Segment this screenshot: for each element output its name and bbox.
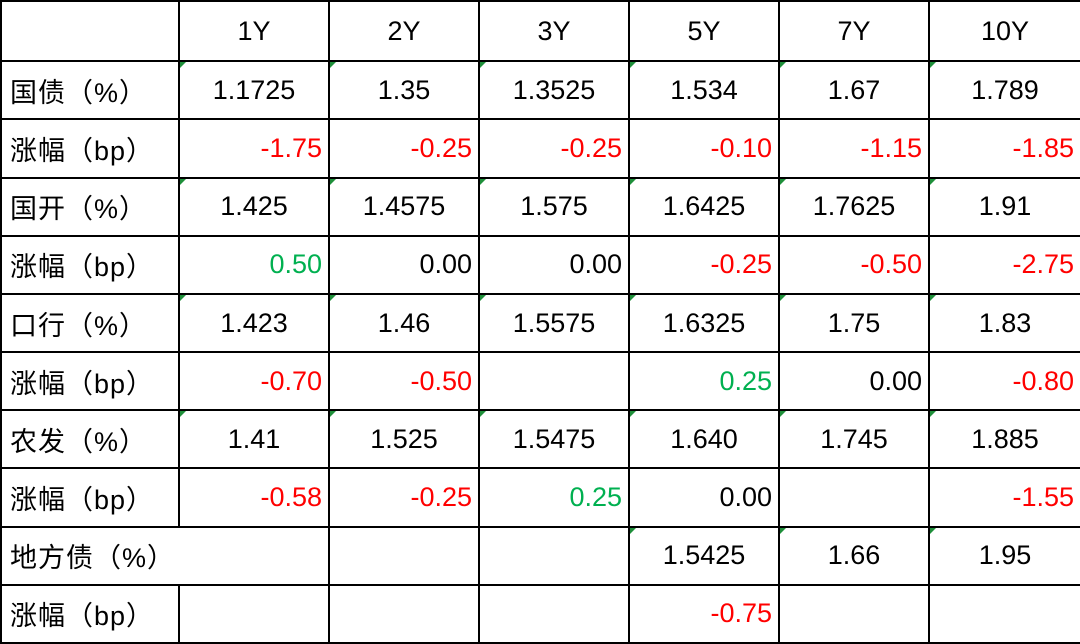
yield-cell: 1.5575	[478, 292, 630, 354]
empty-cell	[778, 467, 930, 528]
yield-cell: 1.35	[328, 60, 480, 121]
yield-cell: 1.525	[328, 409, 480, 470]
yield-cell: 1.425	[178, 176, 330, 237]
change-cell: 0.25	[628, 351, 780, 412]
row-label: 口行（%）	[0, 292, 180, 354]
column-header: 3Y	[478, 0, 630, 63]
empty-cell	[928, 583, 1080, 644]
change-cell: 0.00	[628, 467, 780, 528]
data-row: 农发（%） 1.41 1.525 1.5475 1.640 1.745 1.885	[0, 409, 1080, 470]
change-cell: -0.50	[778, 234, 930, 295]
corner-cell	[0, 0, 180, 63]
change-cell: -0.50	[328, 351, 480, 412]
row-label: 涨幅（bp）	[0, 583, 180, 644]
empty-cell	[179, 525, 330, 586]
change-cell: -0.80	[928, 351, 1080, 412]
change-cell: -1.55	[928, 467, 1080, 528]
yield-cell: 1.6425	[628, 176, 780, 237]
yield-cell: 1.1725	[178, 60, 330, 121]
yield-cell: 1.885	[928, 409, 1080, 470]
change-cell: -1.75	[178, 118, 330, 179]
change-cell: 0.00	[778, 351, 930, 412]
empty-cell	[178, 583, 330, 644]
data-row: 地方债（%） 1.5425 1.66 1.95	[0, 525, 1080, 586]
data-row: 涨幅（bp） -0.70 -0.50 0.25 0.00 -0.80	[0, 351, 1080, 412]
change-cell: -0.70	[178, 351, 330, 412]
row-label: 地方债（%）	[0, 525, 179, 586]
yield-cell: 1.46	[328, 292, 480, 354]
empty-cell	[478, 525, 630, 586]
column-header: 1Y	[178, 0, 330, 63]
change-cell: -0.25	[328, 467, 480, 528]
row-label: 涨幅（bp）	[0, 351, 180, 412]
yield-cell: 1.640	[628, 409, 780, 470]
change-cell: -0.75	[628, 583, 780, 644]
change-cell: -2.75	[928, 234, 1080, 295]
header-row: 1Y 2Y 3Y 5Y 7Y 10Y	[0, 0, 1080, 63]
yield-cell: 1.66	[778, 525, 930, 586]
empty-cell	[478, 583, 630, 644]
yield-cell: 1.41	[178, 409, 330, 470]
yield-cell: 1.83	[928, 292, 1080, 354]
yield-cell: 1.95	[928, 525, 1080, 586]
column-header: 7Y	[778, 0, 930, 63]
row-label: 农发（%）	[0, 409, 180, 470]
yield-cell: 1.5425	[628, 525, 780, 586]
yield-cell: 1.75	[778, 292, 930, 354]
yield-cell: 1.789	[928, 60, 1080, 121]
change-cell: -0.25	[628, 234, 780, 295]
yield-cell: 1.4575	[328, 176, 480, 237]
yield-cell: 1.3525	[478, 60, 630, 121]
empty-cell	[328, 583, 480, 644]
yield-cell: 1.745	[778, 409, 930, 470]
row-label: 国开（%）	[0, 176, 180, 237]
yield-cell: 1.7625	[778, 176, 930, 237]
change-cell: -0.25	[478, 118, 630, 179]
yield-cell: 1.67	[778, 60, 930, 121]
row-label: 涨幅（bp）	[0, 234, 180, 295]
empty-cell	[778, 583, 930, 644]
yield-cell: 1.423	[178, 292, 330, 354]
change-cell: 0.00	[328, 234, 480, 295]
data-row: 国债（%） 1.1725 1.35 1.3525 1.534 1.67 1.789	[0, 60, 1080, 121]
row-label: 国债（%）	[0, 60, 180, 121]
data-row: 涨幅（bp） -0.58 -0.25 0.25 0.00 -1.55	[0, 467, 1080, 528]
column-header: 5Y	[628, 0, 780, 63]
change-cell: -1.15	[778, 118, 930, 179]
yield-cell: 1.575	[478, 176, 630, 237]
data-row: 涨幅（bp） 0.50 0.00 0.00 -0.25 -0.50 -2.75	[0, 234, 1080, 295]
yield-cell: 1.5475	[478, 409, 630, 470]
data-row: 涨幅（bp） -0.75	[0, 583, 1080, 644]
yield-cell: 1.91	[928, 176, 1080, 237]
column-header: 10Y	[928, 0, 1080, 63]
change-cell: -0.10	[628, 118, 780, 179]
change-cell: 0.25	[478, 467, 630, 528]
empty-cell	[478, 351, 630, 412]
change-cell: -1.85	[928, 118, 1080, 179]
row-label: 涨幅（bp）	[0, 118, 180, 179]
empty-cell	[328, 525, 480, 586]
column-header: 2Y	[328, 0, 480, 63]
yield-cell: 1.6325	[628, 292, 780, 354]
change-cell: -0.25	[328, 118, 480, 179]
data-row: 口行（%） 1.423 1.46 1.5575 1.6325 1.75 1.83	[0, 292, 1080, 354]
yield-cell: 1.534	[628, 60, 780, 121]
row-label: 涨幅（bp）	[0, 467, 180, 528]
change-cell: -0.58	[178, 467, 330, 528]
data-row: 国开（%） 1.425 1.4575 1.575 1.6425 1.7625 1.91	[0, 176, 1080, 237]
change-cell: 0.50	[178, 234, 330, 295]
change-cell: 0.00	[478, 234, 630, 295]
data-row: 涨幅（bp） -1.75 -0.25 -0.25 -0.10 -1.15 -1.85	[0, 118, 1080, 179]
